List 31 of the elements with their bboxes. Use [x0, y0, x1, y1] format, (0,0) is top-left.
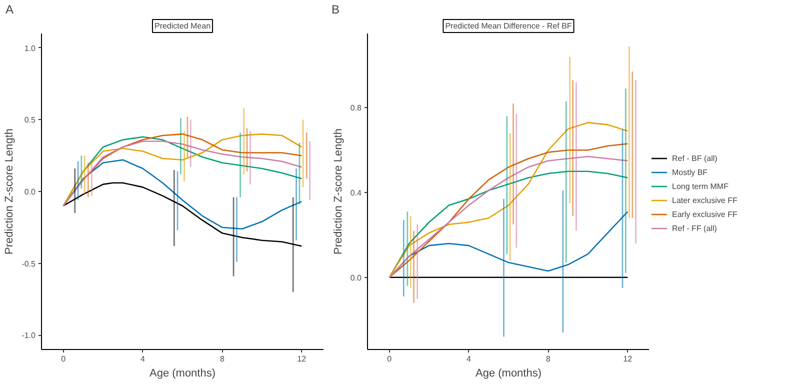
legend-label: Long term MMF: [672, 181, 728, 191]
chart-title: Predicted Mean: [154, 22, 211, 30]
x-axis-title: Age (months): [149, 368, 216, 380]
x-tick-label: 4: [466, 354, 472, 364]
x-tick-label: 12: [623, 354, 633, 364]
y-tick-label: 0.4: [350, 188, 362, 198]
y-tick-label: 0.0: [24, 188, 36, 196]
x-tick-label: 4: [140, 354, 146, 364]
y-axis-title: Prediction Z-score Length: [332, 128, 344, 254]
x-tick-label: 8: [220, 354, 225, 364]
legend-label: Mostly BF: [672, 167, 708, 177]
line-series: [62, 182, 302, 247]
legend-label: Ref - FF (all): [672, 223, 717, 233]
chart-title: Predicted Mean Difference - Ref BF: [445, 22, 572, 30]
legend-label: Later exclusive FF: [672, 195, 738, 205]
x-axis-title: Age (months): [475, 368, 542, 380]
x-tick-label: 8: [546, 354, 551, 364]
legend-label: Early exclusive FF: [672, 209, 738, 219]
legend-label: Ref - BF (all): [672, 153, 718, 163]
y-tick-label: 1.0: [24, 44, 36, 53]
y-tick-label: 0.0: [350, 273, 362, 282]
x-tick-label: 0: [61, 354, 66, 364]
y-tick-label: 0.8: [350, 104, 362, 113]
y-axis-title: Prediction Z-score Length: [4, 128, 16, 254]
y-tick-label: 0.5: [24, 116, 36, 125]
y-tick-label: -0.5: [22, 259, 36, 268]
y-tick-label: -1.0: [22, 331, 36, 340]
text: A: [6, 2, 14, 16]
x-tick-label: 12: [297, 354, 307, 364]
x-tick-label: 0: [387, 354, 392, 364]
text: B: [332, 2, 340, 16]
